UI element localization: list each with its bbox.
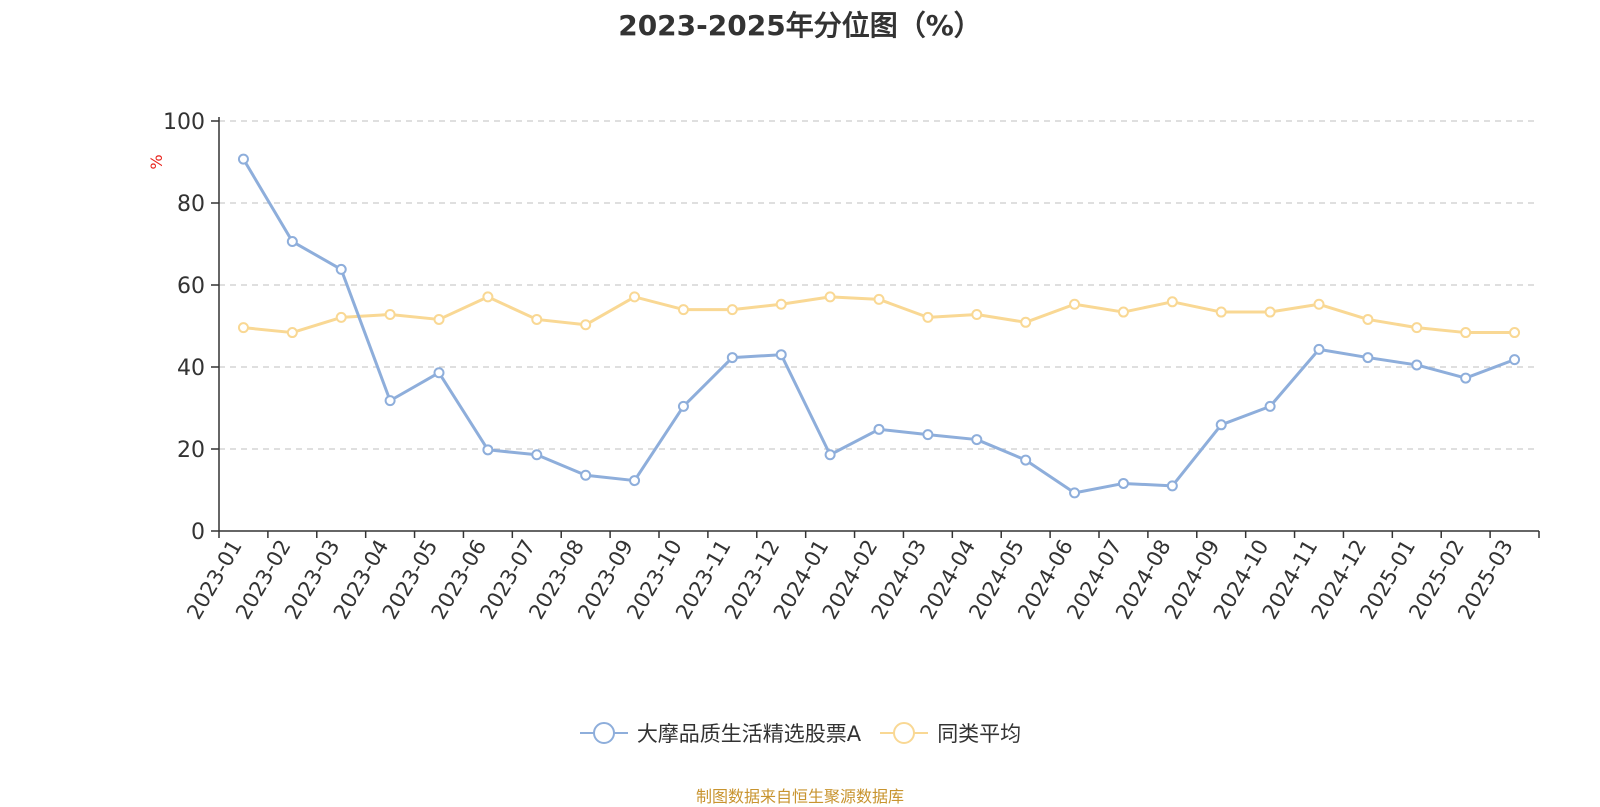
data-point-series-0 xyxy=(1215,419,1227,431)
data-point-series-1 xyxy=(1069,298,1081,310)
y-tick-label: 80 xyxy=(177,192,205,217)
data-point-series-0 xyxy=(971,434,983,446)
data-point-series-1 xyxy=(1362,313,1374,325)
data-point-series-1 xyxy=(971,309,983,321)
data-point-series-1 xyxy=(433,313,445,325)
legend: 大摩品质生活精选股票A 同类平均 xyxy=(0,718,1600,748)
y-tick-label: 40 xyxy=(177,356,205,381)
data-point-series-1 xyxy=(1411,322,1423,334)
data-point-series-0 xyxy=(1460,372,1472,384)
data-point-series-1 xyxy=(1020,316,1032,328)
data-point-series-1 xyxy=(629,291,641,303)
data-point-series-0 xyxy=(237,153,249,165)
y-tick-label: 60 xyxy=(177,274,205,299)
y-tick-label: 0 xyxy=(191,520,205,545)
chart-title: 2023-2025年分位图（%） xyxy=(618,9,982,42)
data-point-series-0 xyxy=(677,400,689,412)
data-point-series-1 xyxy=(1264,306,1276,318)
legend-marker-peer-average-icon xyxy=(880,722,929,744)
data-point-series-1 xyxy=(237,322,249,334)
data-point-series-0 xyxy=(335,263,347,275)
data-point-series-0 xyxy=(775,349,787,361)
data-point-series-1 xyxy=(1166,296,1178,308)
legend-label-peer-average: 同类平均 xyxy=(937,722,1022,746)
data-point-series-0 xyxy=(629,475,641,487)
data-point-series-1 xyxy=(873,293,885,305)
y-tick-label: 20 xyxy=(177,438,205,463)
data-point-series-1 xyxy=(824,291,836,303)
data-point-series-0 xyxy=(580,469,592,481)
data-point-series-0 xyxy=(1313,343,1325,355)
legend-marker-fund-icon xyxy=(579,722,628,744)
data-point-series-1 xyxy=(1460,327,1472,339)
data-point-series-1 xyxy=(775,298,787,310)
data-point-series-1 xyxy=(384,309,396,321)
legend-label-fund: 大摩品质生活精选股票A xyxy=(636,722,862,746)
data-point-series-1 xyxy=(335,311,347,323)
series-line-0 xyxy=(241,157,1517,495)
legend-item-peer-average[interactable]: 同类平均 xyxy=(879,718,1021,748)
data-point-series-1 xyxy=(1117,306,1129,318)
data-point-series-0 xyxy=(1069,487,1081,499)
data-point-series-0 xyxy=(1020,454,1032,466)
legend-item-fund[interactable]: 大摩品质生活精选股票A xyxy=(579,718,861,748)
data-point-series-0 xyxy=(726,352,738,364)
data-point-series-0 xyxy=(1411,359,1423,371)
data-point-series-0 xyxy=(824,449,836,461)
data-point-series-0 xyxy=(531,449,543,461)
data-point-series-1 xyxy=(1509,327,1521,339)
data-point-series-0 xyxy=(482,444,494,456)
data-point-series-1 xyxy=(482,291,494,303)
data-point-series-0 xyxy=(1362,352,1374,364)
y-tick-label: 100 xyxy=(163,110,205,135)
y-axis-label: % xyxy=(147,154,166,169)
data-point-series-0 xyxy=(1166,480,1178,492)
data-point-series-0 xyxy=(384,395,396,407)
source-note: 制图数据来自恒生聚源数据库 xyxy=(695,787,904,806)
data-point-series-1 xyxy=(726,304,738,316)
data-point-series-1 xyxy=(580,319,592,331)
data-point-series-1 xyxy=(531,313,543,325)
data-point-series-0 xyxy=(873,423,885,435)
data-point-series-1 xyxy=(1313,298,1325,310)
data-point-series-0 xyxy=(1117,477,1129,489)
data-point-series-1 xyxy=(286,327,298,339)
data-point-series-1 xyxy=(922,311,934,323)
data-point-series-1 xyxy=(1215,306,1227,318)
data-point-series-0 xyxy=(433,367,445,379)
data-point-series-1 xyxy=(677,304,689,316)
data-point-series-0 xyxy=(1264,400,1276,412)
data-point-series-0 xyxy=(922,429,934,441)
data-point-series-0 xyxy=(1509,354,1521,366)
data-point-series-0 xyxy=(286,236,298,248)
